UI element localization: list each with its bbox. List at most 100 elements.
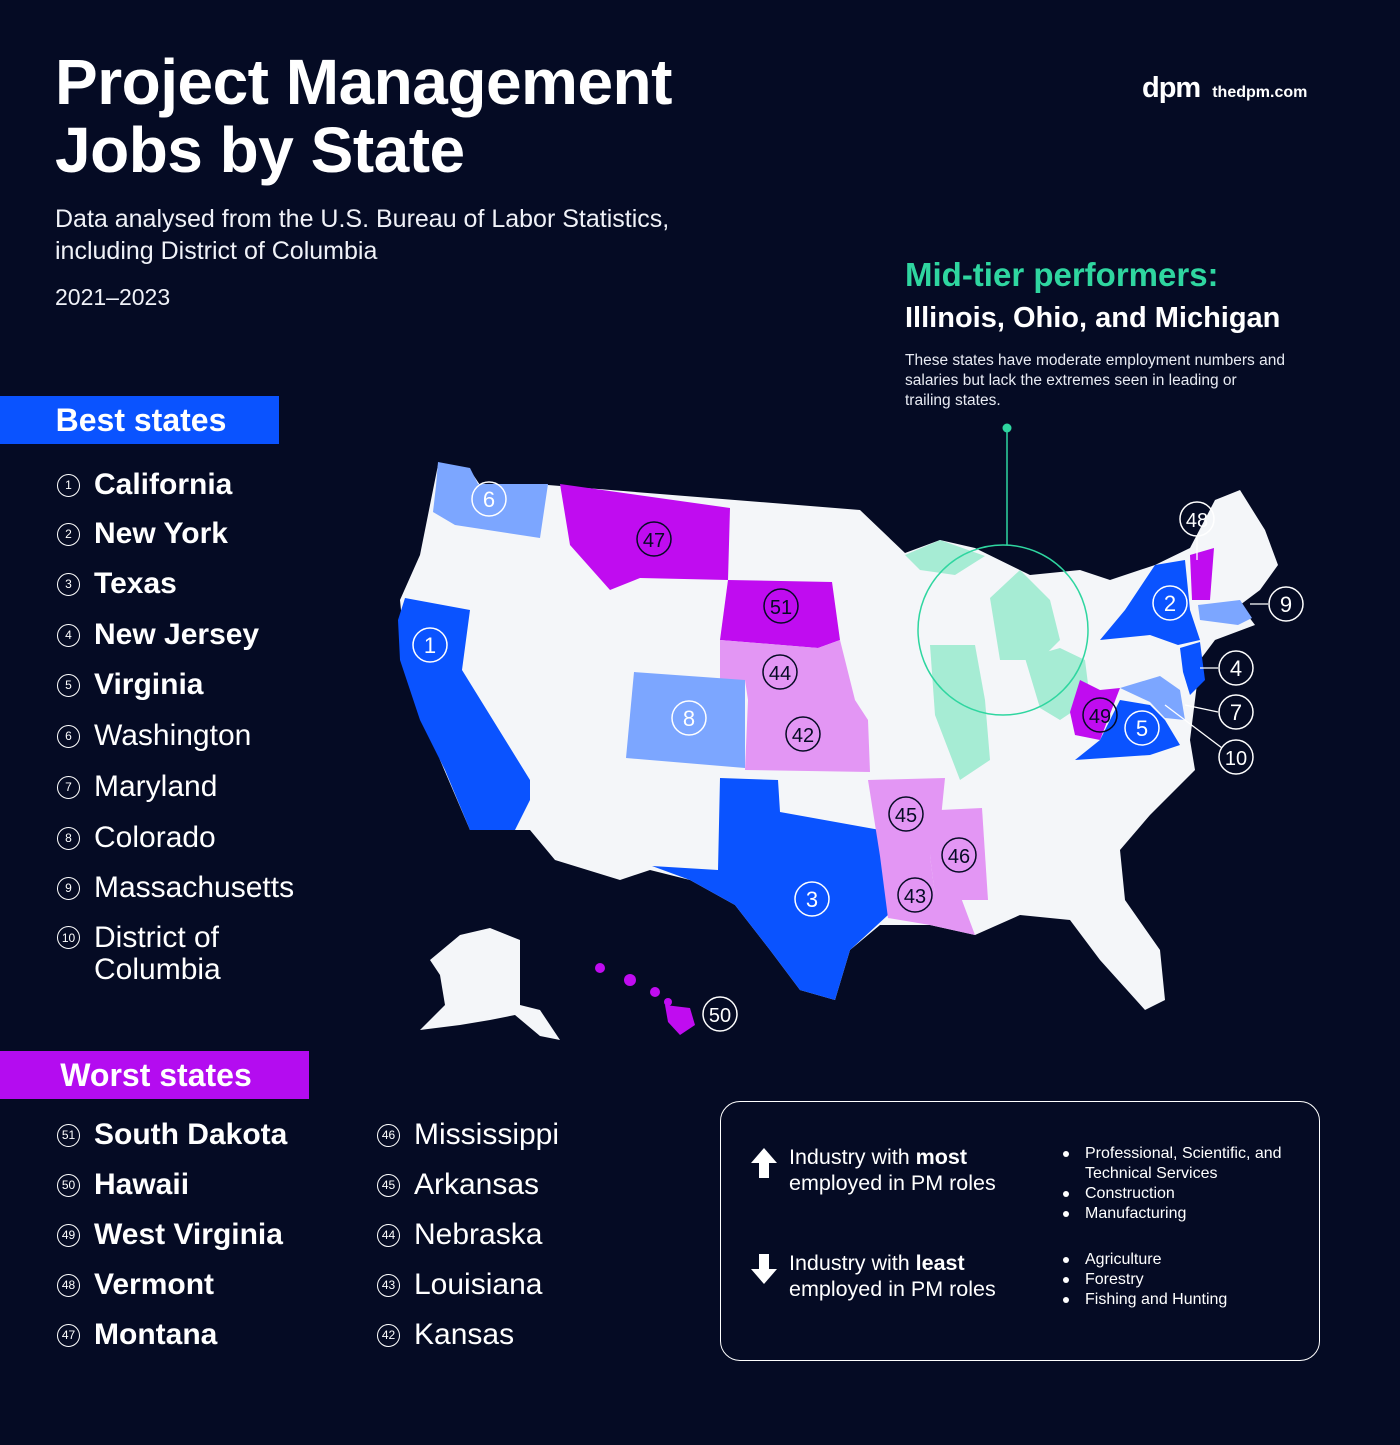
state-name: Washington [94, 719, 252, 752]
industry-legend: Industry with most employed in PM roles … [720, 1101, 1320, 1361]
state-name: Montana [94, 1318, 218, 1351]
state-vermont [1190, 548, 1214, 600]
list-item: 47 Montana [57, 1318, 217, 1352]
list-item: 42 Kansas [377, 1318, 514, 1352]
rank-number: 7 [57, 775, 80, 799]
map-marker-5: 5 [1124, 710, 1160, 746]
map-marker-8-label: 8 [683, 706, 695, 731]
state-name: Virginia [94, 668, 204, 701]
industry-least-label: Industry with least employed in PM roles [789, 1250, 1049, 1302]
rank-number: 47 [57, 1323, 80, 1347]
rank-number: 49 [57, 1223, 80, 1247]
rank-number: 46 [377, 1123, 400, 1147]
mid-tier-dot [1002, 423, 1012, 433]
map-marker-8: 8 [671, 700, 707, 736]
list-item: 4 New Jersey [57, 618, 259, 652]
list-item: 6 Washington [57, 719, 251, 753]
rank-number: 10 [57, 926, 80, 949]
subtitle: Data analysed from the U.S. Bureau of La… [55, 205, 670, 265]
map-marker-2: 2 [1152, 585, 1188, 621]
state-name: South Dakota [94, 1118, 288, 1151]
state-texas [652, 778, 888, 1000]
state-new-jersey [1180, 642, 1205, 695]
map-marker-3-label: 3 [806, 887, 818, 912]
year-range: 2021–2023 [55, 284, 171, 310]
rank-number: 44 [377, 1223, 400, 1247]
rank-number: 1 [57, 473, 80, 497]
industry-most-list: Professional, Scientific, and Technical … [1061, 1144, 1301, 1224]
state-louisiana [880, 856, 975, 935]
map-marker-46: 46 [941, 837, 977, 873]
map-marker-44: 44 [762, 654, 798, 690]
map-marker-9: 9 [1268, 586, 1304, 622]
brand-logo: dpm [1142, 72, 1201, 104]
map-marker-7-label: 7 [1230, 700, 1242, 725]
mid-tier-description: These states have moderate employment nu… [905, 352, 1285, 409]
map-marker-45: 45 [888, 796, 924, 832]
state-name: New York [94, 517, 228, 550]
rank-number: 4 [57, 623, 80, 647]
map-marker-10: 10 [1218, 739, 1254, 775]
map-marker-44-label: 44 [769, 663, 791, 685]
map-marker-6-label: 6 [483, 487, 495, 512]
map-marker-1-label: 1 [424, 633, 436, 658]
map-marker-7: 7 [1218, 694, 1254, 730]
rank-number: 8 [57, 826, 80, 850]
map-marker-47-label: 47 [643, 530, 665, 552]
state-montana [560, 484, 730, 590]
map-marker-46-label: 46 [948, 846, 970, 868]
industry-least-list: Agriculture Forestry Fishing and Hunting [1061, 1250, 1301, 1310]
state-nebraska [720, 640, 855, 700]
list-item: 7 Maryland [57, 770, 217, 804]
rank-number: 48 [57, 1273, 80, 1297]
list-item: 3 Texas [57, 567, 177, 601]
list-item: 1 California [57, 468, 232, 502]
industry-least-prefix: Industry with [789, 1251, 916, 1275]
map-marker-3: 3 [794, 881, 830, 917]
state-mississippi [930, 808, 988, 900]
map-marker-43-label: 43 [904, 886, 926, 908]
map-marker-51-label: 51 [770, 597, 792, 619]
rank-number: 5 [57, 673, 80, 697]
list-item: 48 Vermont [57, 1268, 214, 1302]
state-maryland [1120, 676, 1185, 720]
list-item: Construction [1061, 1184, 1301, 1204]
state-name: Mississippi [414, 1118, 560, 1151]
list-item: Fishing and Hunting [1061, 1290, 1301, 1310]
brand[interactable]: dpm thedpm.com [1142, 72, 1307, 105]
industry-least-emphasis: least [915, 1251, 965, 1275]
list-item: 50 Hawaii [57, 1168, 189, 1202]
industry-most-prefix: Industry with [789, 1145, 916, 1169]
map-marker-9-label: 9 [1280, 592, 1292, 617]
map-marker-42-label: 42 [792, 725, 814, 747]
rank-number: 9 [57, 876, 80, 900]
state-name: Maryland [94, 770, 218, 803]
rank-number: 50 [57, 1173, 80, 1197]
list-item: Forestry [1061, 1270, 1301, 1290]
state-kansas [745, 700, 870, 772]
map-marker-45-label: 45 [895, 805, 917, 827]
worst-states-banner: Worst states [0, 1051, 309, 1099]
list-item: 9 Massachusetts [57, 871, 294, 905]
map-marker-50-label: 50 [709, 1005, 731, 1027]
state-name: Massachusetts [94, 871, 295, 904]
rank-number: 3 [57, 572, 80, 596]
map-marker-51: 51 [763, 588, 799, 624]
map-marker-48: 48 [1179, 501, 1215, 537]
best-states-banner: Best states [0, 396, 279, 444]
list-item: 44 Nebraska [377, 1218, 542, 1252]
brand-url[interactable]: thedpm.com [1212, 84, 1308, 101]
mid-tier-states: Illinois, Ohio, and Michigan [905, 302, 1281, 334]
state-name: California [94, 468, 233, 501]
state-illinois [930, 645, 990, 780]
state-name: Nebraska [414, 1218, 543, 1251]
map-marker-4: 4 [1218, 650, 1254, 686]
state-name: New Jersey [94, 618, 260, 651]
map-marker-6: 6 [471, 481, 507, 517]
map-marker-49-label: 49 [1089, 706, 1111, 728]
rank-number: 45 [377, 1173, 400, 1197]
map-marker-10-label: 10 [1225, 748, 1247, 770]
map-marker-47: 47 [636, 521, 672, 557]
list-item: 43 Louisiana [377, 1268, 542, 1302]
